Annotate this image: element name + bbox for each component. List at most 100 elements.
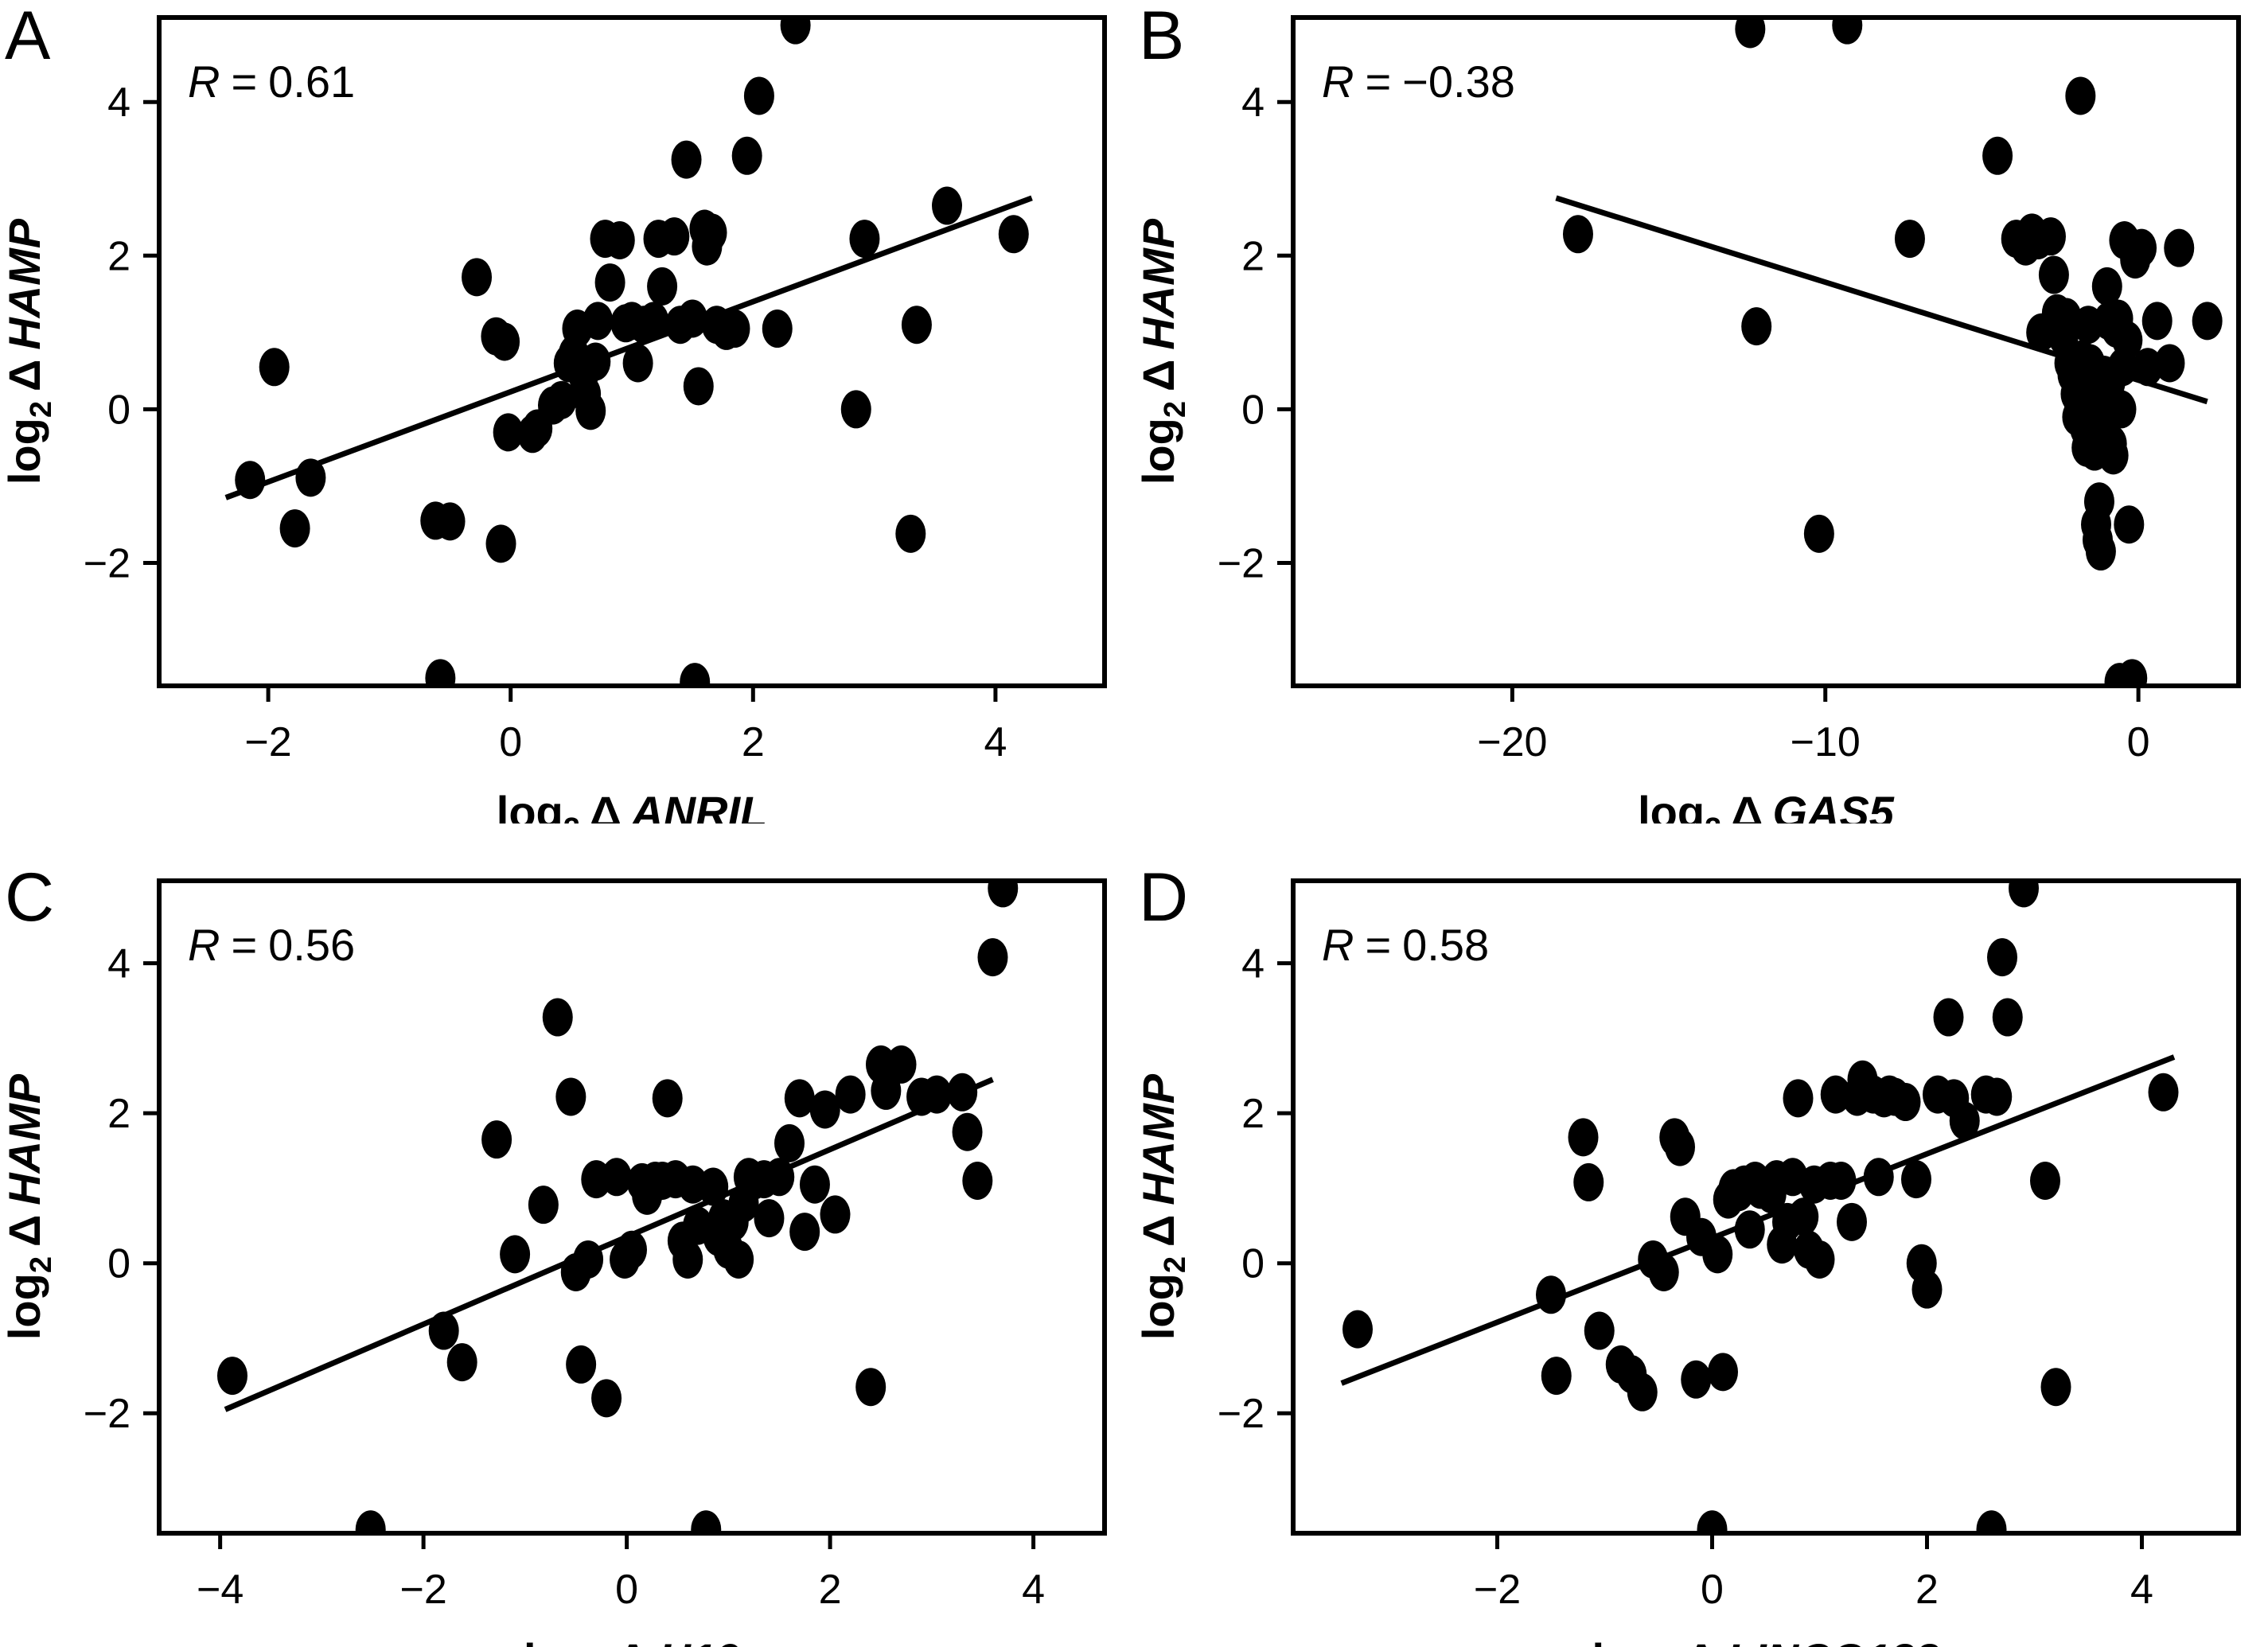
data-point bbox=[2114, 505, 2145, 544]
data-point bbox=[1826, 1162, 1857, 1201]
panel-letter-c: C bbox=[5, 859, 55, 936]
data-point bbox=[922, 1075, 953, 1114]
y-tick-label: 4 bbox=[107, 80, 131, 126]
x-tick-label: 2 bbox=[819, 1567, 842, 1613]
data-point bbox=[820, 1195, 851, 1234]
y-tick-label: 4 bbox=[1241, 941, 1265, 987]
panel-c: C −4 −2 0 2 4 −2 0 2 4 R=0.56 log2ΔH19 log2ΔHAMP bbox=[0, 824, 1134, 1647]
plot-frame bbox=[157, 878, 1107, 1536]
data-point bbox=[542, 998, 573, 1037]
data-point bbox=[731, 136, 762, 175]
scatter-plot-c: −4 −2 0 2 4 −2 0 2 4 R=0.56 log2ΔH19 log2ΔHAMP bbox=[0, 878, 1107, 1647]
data-point bbox=[1788, 1197, 1819, 1236]
data-point bbox=[1562, 215, 1593, 254]
data-point bbox=[671, 140, 702, 179]
data-point bbox=[1536, 1275, 1566, 1314]
data-point bbox=[2009, 881, 2039, 908]
correlation-annotation: R = −0.38 bbox=[1322, 56, 1515, 107]
data-point bbox=[1863, 1158, 1894, 1197]
data-point bbox=[2085, 532, 2116, 571]
y-tick-label: 0 bbox=[107, 1241, 131, 1287]
data-point bbox=[1708, 1353, 1738, 1392]
data-point bbox=[947, 1073, 978, 1112]
x-tick-label: 0 bbox=[1701, 1567, 1724, 1613]
correlation-annotation: R = 0.56 bbox=[188, 920, 355, 970]
y-tick-label: 2 bbox=[107, 1091, 131, 1137]
data-point bbox=[2117, 659, 2148, 686]
data-point bbox=[2164, 228, 2195, 267]
data-point bbox=[601, 1158, 632, 1197]
scatter-plot-d: −2 0 2 4 −2 0 2 4 R=0.58 log2ΔLINCO133 log2ΔHAMP bbox=[1134, 878, 2241, 1647]
data-point bbox=[780, 18, 811, 45]
x-tick-label: 0 bbox=[615, 1567, 638, 1613]
y-tick-label: −2 bbox=[1218, 1391, 1265, 1437]
data-point bbox=[604, 221, 635, 259]
data-point bbox=[855, 1368, 887, 1407]
data-point bbox=[762, 310, 793, 348]
data-point bbox=[1648, 1253, 1679, 1291]
panel-letter-a: A bbox=[5, 0, 51, 74]
data-point bbox=[2141, 302, 2173, 341]
data-point bbox=[719, 310, 750, 348]
data-point bbox=[617, 1230, 647, 1269]
data-point bbox=[2065, 76, 2096, 115]
data-point bbox=[895, 514, 926, 553]
y-axis-title: log2ΔHAMP bbox=[0, 218, 58, 485]
data-point bbox=[901, 306, 932, 345]
data-layer bbox=[1555, 18, 2223, 686]
data-point bbox=[659, 217, 690, 256]
data-layer bbox=[216, 881, 1019, 1533]
data-point bbox=[1894, 220, 1925, 259]
data-point bbox=[952, 1112, 983, 1151]
data-point bbox=[764, 1158, 795, 1197]
data-point bbox=[2106, 390, 2137, 429]
data-point bbox=[481, 1120, 512, 1159]
panel-a: A −2 0 2 4 −2 0 2 4 R=0.61 log2ΔANRIL log2ΔHAMP bbox=[0, 0, 1134, 824]
x-tick-label: 2 bbox=[742, 719, 765, 765]
panel-d: D −2 0 2 4 −2 0 2 4 R=0.58 log2ΔLINCO133 log2ΔHAMP bbox=[1134, 824, 2268, 1647]
data-point bbox=[1890, 1083, 1921, 1122]
data-point bbox=[1837, 1202, 1867, 1241]
data-point bbox=[2192, 302, 2223, 341]
data-point bbox=[566, 1345, 597, 1384]
data-point bbox=[462, 258, 493, 297]
x-tick-label: 0 bbox=[499, 719, 522, 765]
y-tick-label: 2 bbox=[1241, 1091, 1265, 1137]
data-point bbox=[754, 1199, 785, 1238]
x-tick-label: 4 bbox=[1022, 1567, 1045, 1613]
x-axis-title: log2ΔANRIL bbox=[497, 787, 767, 824]
data-point bbox=[638, 302, 669, 341]
data-point bbox=[698, 1167, 729, 1206]
data-point bbox=[493, 413, 524, 452]
data-point bbox=[428, 1311, 459, 1350]
data-point bbox=[840, 390, 871, 429]
data-point bbox=[2040, 1368, 2071, 1407]
y-tick-label: −2 bbox=[84, 1391, 131, 1437]
data-point bbox=[1987, 938, 2017, 977]
data-point bbox=[594, 263, 625, 302]
y-axis-title: log2ΔHAMP bbox=[0, 1073, 58, 1340]
data-point bbox=[580, 342, 611, 381]
data-point bbox=[1832, 18, 1863, 45]
data-point bbox=[743, 76, 774, 115]
data-point bbox=[259, 348, 290, 387]
y-tick-label: −2 bbox=[84, 541, 131, 587]
data-point bbox=[583, 302, 614, 341]
y-tick-label: 4 bbox=[107, 941, 131, 987]
x-tick-label: −2 bbox=[399, 1567, 446, 1613]
data-point bbox=[2083, 482, 2114, 521]
data-layer bbox=[1340, 881, 2179, 1533]
data-point bbox=[2091, 267, 2122, 306]
x-tick-label: 4 bbox=[2130, 1567, 2153, 1613]
data-point bbox=[1697, 1510, 1728, 1533]
data-point bbox=[1976, 1510, 2007, 1533]
regression-line bbox=[224, 1077, 994, 1412]
x-tick-label: −10 bbox=[1791, 719, 1861, 765]
y-tick-label: 2 bbox=[1241, 233, 1265, 279]
data-point bbox=[622, 344, 653, 383]
data-point bbox=[235, 461, 266, 500]
data-point bbox=[1949, 1101, 1980, 1140]
data-point bbox=[528, 1186, 559, 1225]
data-point bbox=[962, 1162, 993, 1201]
